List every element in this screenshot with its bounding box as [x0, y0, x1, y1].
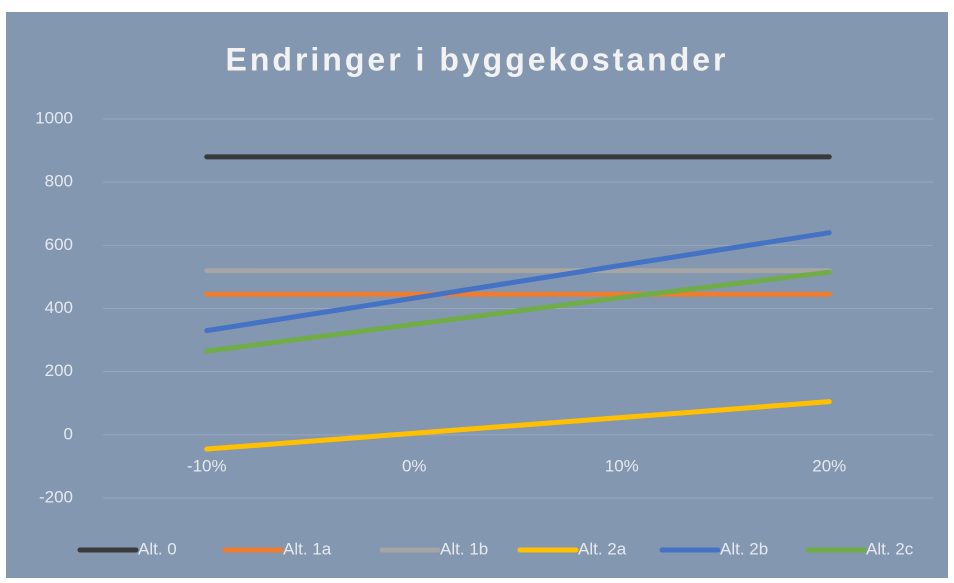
legend-label: Alt. 1a — [283, 539, 332, 558]
x-tick-label: 10% — [605, 456, 639, 475]
series-line — [204, 230, 832, 334]
x-tick-label: 0% — [402, 456, 427, 475]
x-tick-label: 20% — [812, 456, 846, 475]
y-tick-label: 0 — [64, 424, 73, 443]
x-tick-label: -10% — [187, 456, 227, 475]
legend-label: Alt. 1b — [440, 539, 488, 558]
legend-label: Alt. 2a — [578, 539, 627, 558]
y-tick-label: -200 — [39, 487, 73, 506]
y-tick-label: 600 — [45, 235, 73, 254]
y-tick-label: 400 — [45, 298, 73, 317]
series-line — [204, 269, 832, 354]
y-tick-label: 200 — [45, 361, 73, 380]
y-tick-label: 800 — [45, 172, 73, 191]
legend-label: Alt. 2b — [720, 539, 768, 558]
series-line — [204, 399, 832, 452]
legend-label: Alt. 0 — [138, 539, 177, 558]
y-tick-label: 1000 — [35, 108, 73, 127]
legend-label: Alt. 2c — [866, 539, 914, 558]
chart-title: Endringer i byggekostander — [226, 41, 729, 77]
